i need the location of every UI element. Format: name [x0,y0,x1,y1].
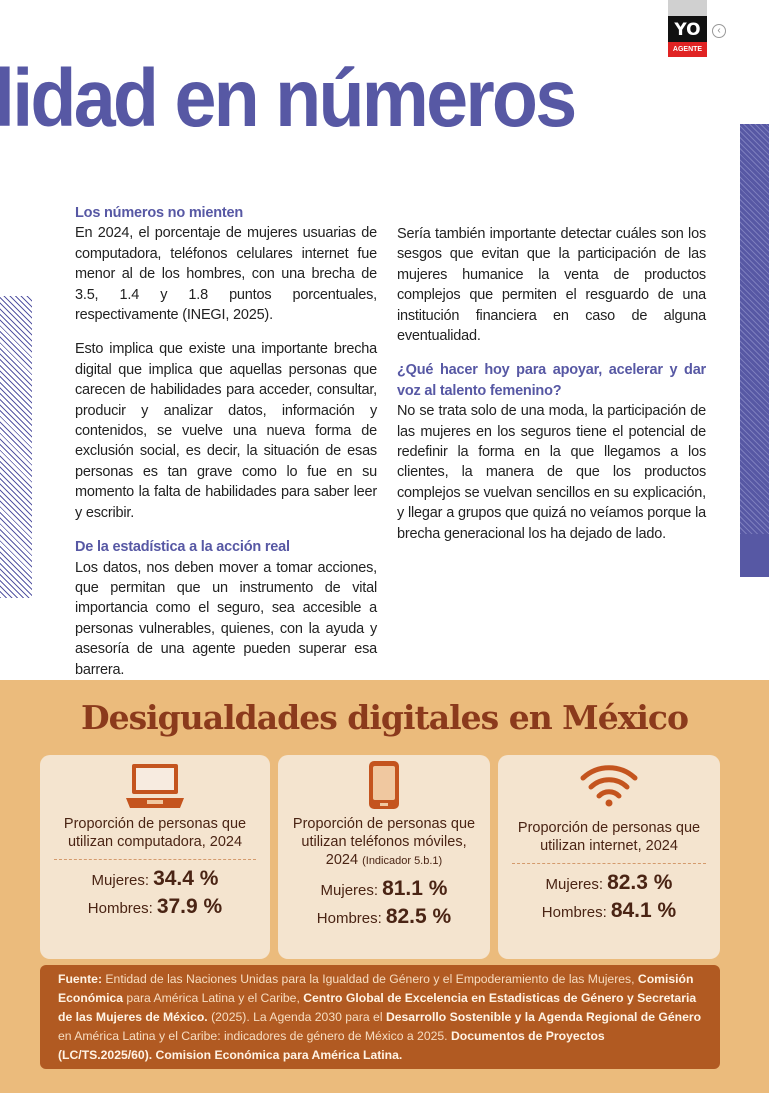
infographic: Desigualdades digitales en México Propor… [0,680,769,1093]
paragraph: Esto implica que existe una importante b… [75,341,377,521]
section-heading: Los números no mienten [75,205,244,221]
right-column: Sería también importante detectar cuáles… [397,224,706,558]
chevron-left-icon[interactable]: ‹ [712,24,726,38]
paragraph: No se trata solo de una moda, la partici… [397,403,706,542]
yo-agente-logo: YO AGENTE [668,0,707,57]
section-heading: De la estadística a la acción real [75,539,290,556]
decorative-hatch-left [0,296,32,598]
paragraph: En 2024, el porcentaje de mujeres usuari… [75,225,377,324]
card-mobile: Proporción de personas que utilizan telé… [278,755,490,959]
card-internet: Proporción de personas que utilizan inte… [498,755,720,959]
decorative-side-bar [740,124,769,577]
infographic-title: Desigualdades digitales en México [80,698,689,737]
left-column: Los números no mienten En 2024, el porce… [75,203,377,694]
section-heading: ¿Qué hacer hoy para apoyar, acelerar y d… [397,362,706,399]
smartphone-icon [369,761,399,809]
card-computer: Proporción de personas que utilizan comp… [40,755,270,959]
card-label: Proporción de personas que utilizan telé… [292,816,476,868]
paragraph: Sería también importante detectar cuáles… [397,226,706,345]
paragraph: Los datos, nos deben mover a tomar accio… [75,559,377,678]
card-label: Proporción de personas que utilizan comp… [63,816,247,850]
source-note: Fuente: Entidad de las Naciones Unidas p… [40,965,720,1069]
wifi-icon [580,765,638,807]
page-title: lidad en números [0,53,577,144]
card-label: Proporción de personas que utilizan inte… [517,820,701,854]
laptop-icon [126,764,184,808]
